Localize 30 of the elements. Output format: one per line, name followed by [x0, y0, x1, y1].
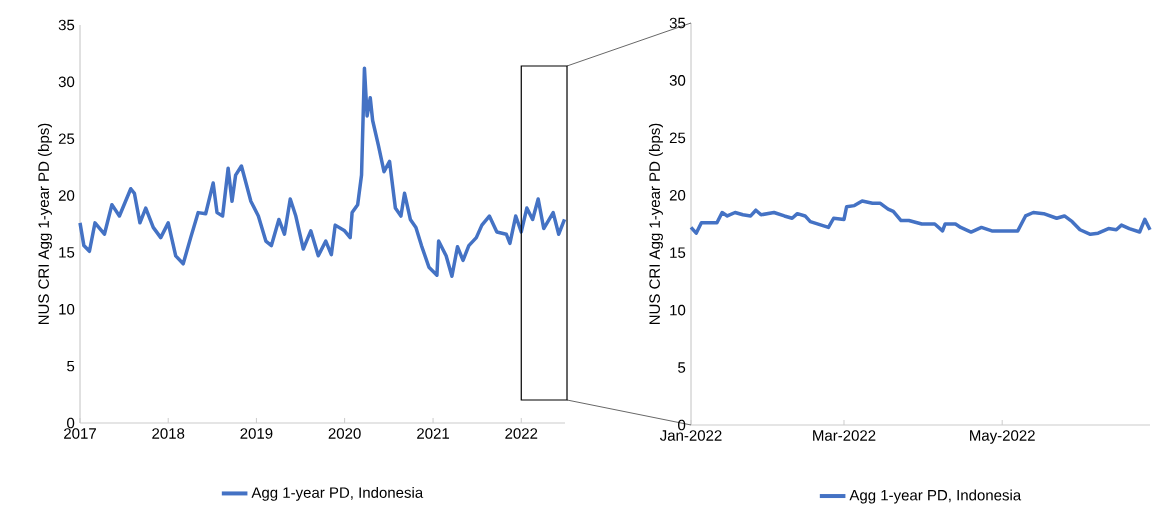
y-tick-label: 35	[669, 17, 686, 29]
y-axis-title: NUS CRI Agg 1-year PD (bps)	[648, 123, 663, 325]
y-tick-label: 0	[67, 417, 75, 429]
y-tick-label: 0	[678, 419, 686, 431]
x-tick-label: May-2022	[970, 430, 1035, 444]
y-tick-label: 5	[67, 360, 75, 372]
y-tick-label: 35	[58, 19, 75, 31]
x-tick-label: 2022	[505, 428, 538, 439]
x-tick-label: 2017	[64, 428, 96, 439]
x-tick-label: Jan-2022	[659, 430, 722, 441]
x-tick-label: 2019	[240, 428, 273, 439]
y-tick-label: 30	[58, 76, 75, 88]
y-tick-label: 10	[59, 303, 75, 315]
y-tick-label: 5	[678, 362, 686, 373]
x-tick-label: Mar-2022	[813, 430, 876, 441]
y-tick-label: 15	[670, 247, 686, 258]
legend-label: Agg 1-year PD, Indonesia	[251, 486, 424, 501]
y-tick-label: 20	[58, 190, 75, 201]
line-series	[78, 66, 567, 279]
y-tick-label: 20	[669, 189, 686, 201]
x-tick-label: 2021	[417, 428, 450, 439]
y-axis-title: NUS CRI Agg 1-year PD (bps)	[37, 123, 52, 325]
x-tick-label: 2020	[328, 428, 361, 439]
y-tick-label: 25	[58, 133, 75, 145]
y-tick-label: 10	[670, 304, 686, 316]
y-tick-label: 15	[59, 247, 75, 258]
y-tick-label: 25	[669, 132, 686, 144]
legend-label: Agg 1-year PD, Indonesia	[849, 489, 1022, 504]
y-tick-label: 30	[669, 75, 686, 86]
x-tick-label: 2018	[152, 428, 185, 439]
